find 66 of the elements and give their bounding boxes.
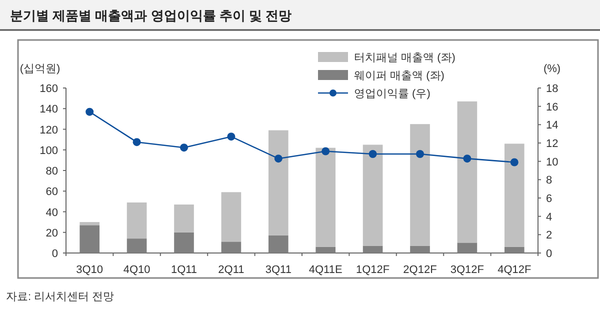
y2-tick-label: 8 — [546, 174, 552, 187]
text: 자료: 리서치센터 전망 — [6, 291, 114, 303]
bar — [316, 246, 336, 253]
bar — [268, 130, 288, 236]
x-tick-label: 4Q10 — [123, 264, 150, 276]
point — [416, 150, 424, 158]
y2-tick-label: 14 — [546, 120, 558, 132]
y-tick-label: 40 — [46, 206, 58, 219]
point — [368, 150, 377, 158]
point — [132, 138, 141, 146]
point — [227, 132, 236, 141]
bar — [362, 144, 383, 246]
bar — [126, 202, 147, 239]
point — [463, 154, 472, 163]
x-tick-label: 3Q11 — [265, 264, 292, 276]
x-tick-label: 4Q12F — [498, 264, 532, 276]
y2-tick-label: 2 — [546, 230, 552, 242]
y-tick-label: 120 — [40, 124, 58, 136]
bar — [80, 222, 100, 226]
bar — [504, 144, 524, 247]
y2-tick-label: 6 — [546, 193, 552, 205]
x-tick-label: 3Q10 — [76, 264, 104, 276]
y-tick-label: 60 — [46, 186, 58, 198]
point — [274, 154, 282, 163]
x-tick-label: 2Q11 — [218, 264, 244, 276]
bar — [362, 246, 383, 253]
y2-axis-title: (%) — [543, 63, 561, 75]
bar — [410, 246, 430, 253]
point — [86, 108, 94, 116]
point — [510, 158, 518, 166]
bar — [268, 235, 288, 253]
y2-tick-label: 18 — [546, 83, 558, 95]
bar — [457, 101, 478, 243]
legend-label: 영업이익률 (우) — [354, 88, 430, 100]
legend-label: 웨이퍼 매출액 (좌) — [354, 70, 444, 82]
bar — [80, 225, 100, 253]
bar — [174, 204, 194, 232]
x-tick-label: 2Q12F — [403, 264, 438, 276]
y2-tick-label: 12 — [546, 138, 558, 150]
y-tick-label: 20 — [46, 227, 58, 240]
x-tick-label: 4Q11E — [308, 264, 342, 276]
bar — [221, 242, 242, 253]
chart-title: 분기별 제품별 매출액과 영업이익률 추이 및 전망 — [10, 8, 292, 23]
point — [322, 147, 330, 156]
bar — [316, 148, 336, 247]
bar — [126, 238, 147, 253]
y2-tick-label: 4 — [546, 211, 552, 224]
x-tick-label: 1Q11 — [170, 264, 198, 276]
bar — [221, 192, 242, 242]
y2-tick-label: 16 — [546, 101, 558, 114]
bar — [174, 232, 194, 253]
y2-tick-label: 10 — [546, 156, 558, 168]
y-tick-label: 100 — [40, 144, 58, 157]
bar — [457, 242, 478, 253]
y-tick-label: 160 — [40, 83, 58, 95]
y-tick-label: 140 — [40, 104, 58, 116]
y-tick-label: 80 — [46, 166, 58, 178]
bar — [410, 124, 430, 246]
y-axis-title: (십억원) — [20, 63, 60, 75]
bar — [504, 246, 524, 253]
x-tick-label: 1Q12F — [356, 264, 390, 276]
legend-label: 터치패널 매출액 (좌) — [354, 52, 456, 64]
y-tick-label: 0 — [52, 248, 58, 260]
y2-tick-label: 0 — [546, 248, 552, 260]
point — [180, 144, 188, 152]
x-tick-label: 3Q12F — [450, 264, 484, 276]
